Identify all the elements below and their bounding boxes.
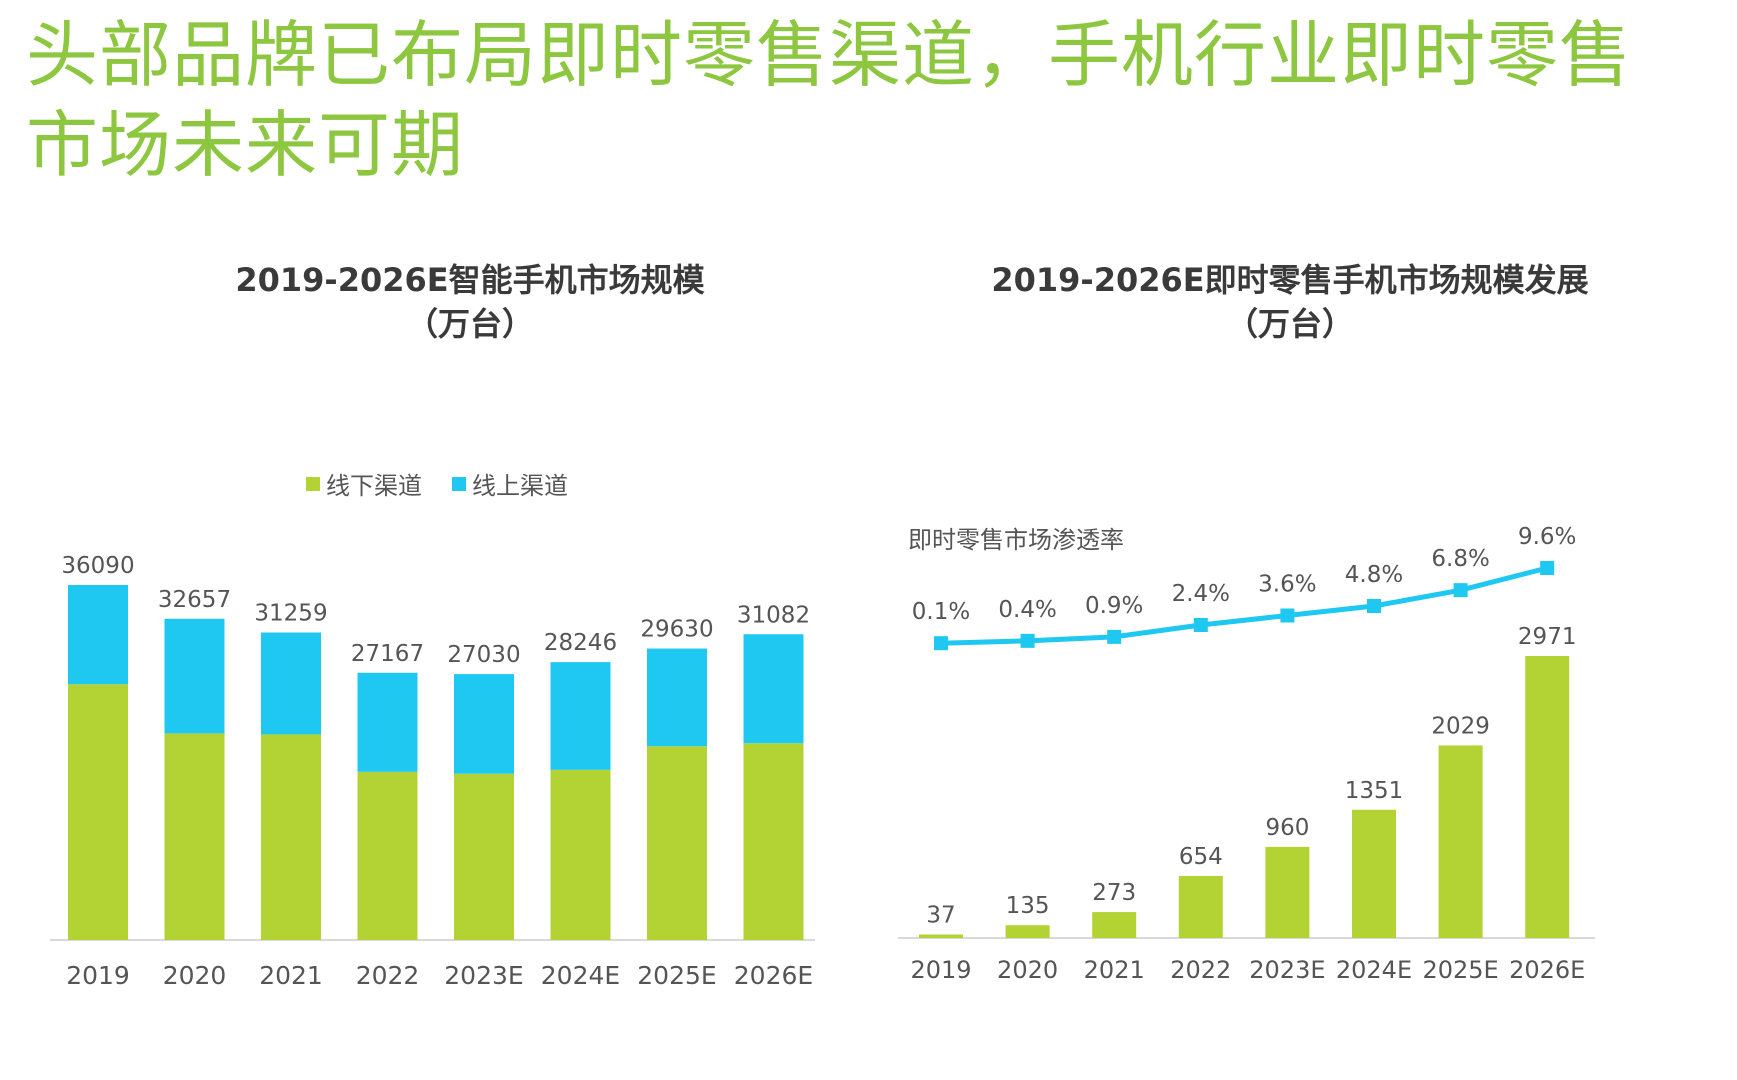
bar-instant-2019 [919,934,963,938]
left-x-tick-2019: 2019 [66,961,130,990]
left-x-tick-2020: 2020 [163,961,227,990]
penetration-point-2021 [1107,629,1122,644]
left-x-tick-2025E: 2025E [637,961,716,990]
left-x-tick-2026E: 2026E [734,961,813,990]
penetration-label-2021: 0.9% [1085,593,1143,619]
penetration-point-2023E [1280,608,1295,623]
right-x-tick-2025E: 2025E [1422,956,1498,984]
bar-value-label-2020: 135 [1006,893,1050,919]
bar-offline-2025E [647,746,707,940]
bar-online-2019 [68,585,128,685]
penetration-label-2024E: 4.8% [1345,562,1403,588]
penetration-line [940,565,1548,646]
bar-value-label-2024E: 1351 [1345,778,1404,804]
legend-label-offline: 线下渠道 [326,472,422,500]
total-label-2021: 31259 [254,601,327,627]
right-chart-title: 2019-2026E即时零售手机市场规模发展 （万台） [900,258,1680,346]
left-x-tick-2022: 2022 [356,961,420,990]
penetration-point-2026E [1540,561,1555,575]
left-x-tick-2023E: 2023E [444,961,523,990]
penetration-label-2019: 0.1% [912,599,970,625]
right-x-tick-2019: 2019 [910,956,971,984]
total-label-2025E: 29630 [640,617,713,643]
total-label-2019: 36090 [61,553,134,579]
right-x-tick-2024E: 2024E [1336,956,1412,984]
bar-value-label-2019: 37 [926,902,955,928]
bar-online-2023E [454,674,514,774]
legend-swatch-offline [306,476,320,491]
bar-online-2024E [550,662,611,770]
right-chart-title-text: 2019-2026E即时零售手机市场规模发展 （万台） [991,261,1589,343]
bar-online-2025E [647,648,707,747]
total-label-2020: 32657 [158,587,231,613]
bar-instant-2021 [1092,912,1137,938]
legend-item-online: 线上渠道 [452,466,568,501]
right-x-tick-2023E: 2023E [1249,956,1325,984]
bar-instant-2022 [1178,875,1223,938]
bar-online-2020 [164,618,225,734]
bar-instant-2024E [1352,809,1396,938]
legend-label-online: 线上渠道 [472,472,568,500]
penetration-point-2019 [934,636,948,651]
bar-offline-2024E [550,769,611,940]
left-chart-legend: 线下渠道 线上渠道 [306,466,568,501]
penetration-point-2024E [1367,599,1381,613]
bar-instant-2023E [1265,846,1310,938]
left-x-tick-2021: 2021 [259,961,323,990]
bar-online-2022 [357,672,418,772]
penetration-label-2023E: 3.6% [1258,572,1316,598]
bar-value-label-2025E: 2029 [1431,713,1490,739]
penetration-label-2022: 2.4% [1172,581,1230,607]
penetration-point-2020 [1020,633,1035,648]
bar-value-label-2026E: 2971 [1518,624,1577,650]
penetration-label-2025E: 6.8% [1431,546,1489,572]
bar-offline-2022 [357,771,418,940]
left-chart-title-text: 2019-2026E智能手机市场规模 （万台） [235,261,705,343]
bar-instant-2020 [1005,925,1050,938]
bar-offline-2026E [743,743,804,940]
right-x-tick-2021: 2021 [1084,956,1145,984]
bar-online-2021 [261,632,321,735]
bar-value-label-2022: 654 [1179,844,1223,870]
page-headline: 头部品牌已布局即时零售渠道，手机行业即时零售市场未来可期 [26,13,1633,187]
right-x-tick-2020: 2020 [997,956,1058,984]
right-x-tick-2026E: 2026E [1509,956,1585,984]
penetration-point-2022 [1193,618,1208,632]
bar-value-label-2021: 273 [1092,880,1136,906]
bar-offline-2021 [261,734,321,940]
left-chart-title: 2019-2026E智能手机市场规模 （万台） [160,258,780,346]
right-x-tick-2022: 2022 [1170,956,1231,984]
penetration-point-2025E [1453,583,1468,598]
left-stacked-bar-chart: 36090 2019 32657 2020 31259 2021 27167 2022 2703… [50,553,815,990]
bar-value-label-2023E: 960 [1265,815,1309,841]
bar-instant-2026E [1525,656,1570,938]
bar-offline-2019 [68,684,128,940]
bar-offline-2020 [164,733,225,940]
total-label-2022: 27167 [351,641,424,667]
penetration-label-2026E: 9.6% [1518,524,1576,550]
total-label-2024E: 28246 [544,630,617,656]
legend-item-offline: 线下渠道 [306,466,422,501]
bar-offline-2023E [454,773,514,940]
left-x-tick-2024E: 2024E [541,961,620,990]
legend-swatch-online [452,476,466,491]
penetration-label-2020: 0.4% [998,597,1056,623]
total-label-2026E: 31082 [737,602,810,628]
penetration-rate-label: 即时零售市场渗透率 [908,526,1124,554]
bar-online-2026E [743,634,804,744]
bar-instant-2025E [1438,745,1483,938]
total-label-2023E: 27030 [447,642,520,668]
